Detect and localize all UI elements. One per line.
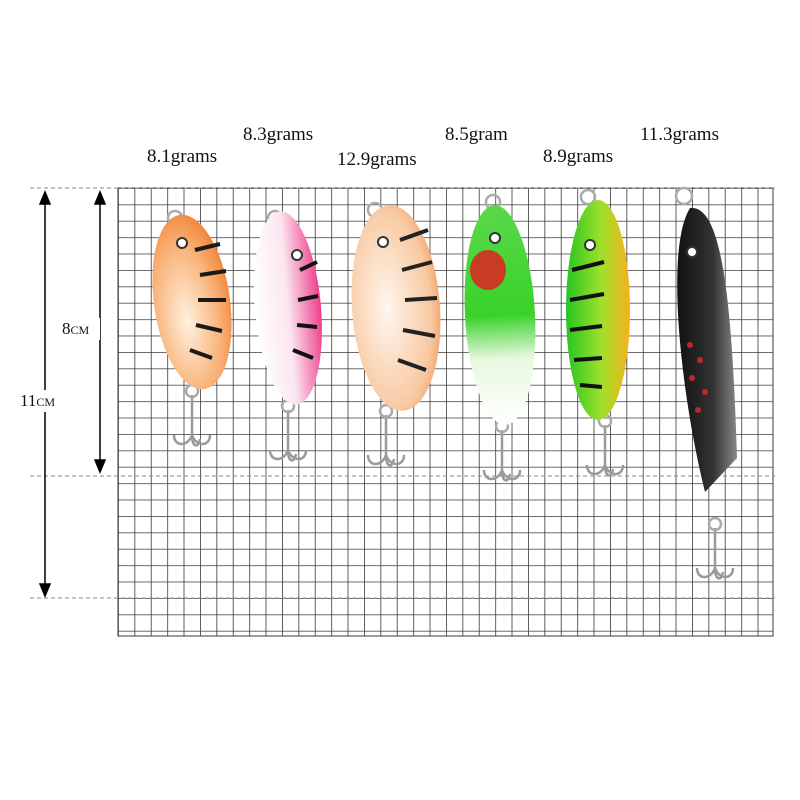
dimension-label: 11cm (20, 391, 55, 410)
lure (152, 214, 232, 390)
label-bg (60, 318, 100, 340)
weight-label: 8.5gram (445, 124, 508, 145)
label-bg (18, 390, 70, 412)
weight-label: 8.9grams (543, 146, 613, 167)
weight-label: 8.3grams (243, 124, 313, 145)
weight-label: 8.1grams (147, 146, 217, 167)
grid-board (117, 187, 774, 637)
lure (464, 205, 536, 425)
weight-label: 11.3grams (640, 124, 719, 145)
lure (677, 207, 737, 492)
lure (351, 205, 441, 411)
guide-lines (30, 187, 775, 599)
dimension-label: 8cm (62, 319, 90, 338)
weight-label: 12.9grams (337, 149, 417, 170)
lure (254, 211, 322, 405)
lure (566, 200, 630, 420)
